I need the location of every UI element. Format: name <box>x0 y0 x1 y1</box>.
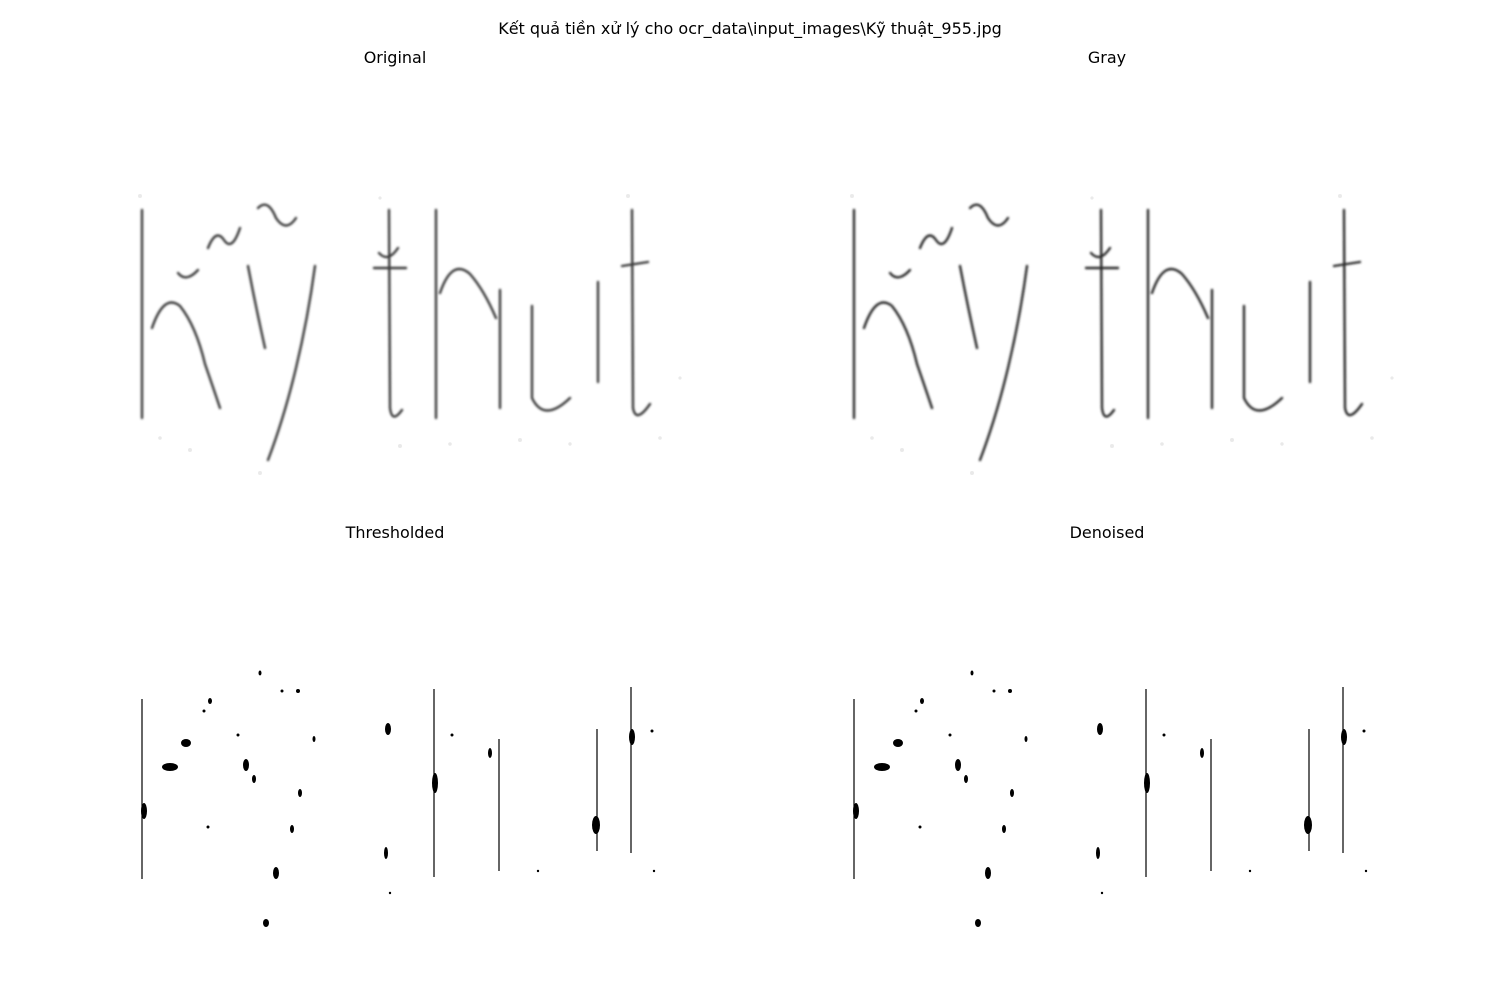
panel-thresholded: Thresholded <box>100 523 690 993</box>
noise-specks <box>850 194 1394 475</box>
panel-gray: Gray <box>812 48 1402 518</box>
panel-original: Original <box>100 48 690 518</box>
handwriting-binary-denoised <box>853 670 1368 927</box>
original-image <box>100 78 690 518</box>
panel-title-original: Original <box>363 48 427 67</box>
figure-suptitle: Kết quả tiền xử lý cho ocr_data\input_im… <box>498 19 1002 38</box>
panel-title-denoised: Denoised <box>1069 523 1145 542</box>
handwriting-soft-original <box>138 194 682 475</box>
panel-title-gray: Gray <box>1087 48 1127 67</box>
handwriting-soft-gray <box>850 194 1394 475</box>
denoised-image <box>812 553 1402 993</box>
panel-title-thresholded: Thresholded <box>345 523 445 542</box>
panel-denoised: Denoised <box>812 523 1402 993</box>
gray-image <box>812 78 1402 518</box>
handwriting-binary-thresholded <box>141 670 656 927</box>
noise-specks <box>138 194 682 475</box>
thresholded-image <box>100 553 690 993</box>
